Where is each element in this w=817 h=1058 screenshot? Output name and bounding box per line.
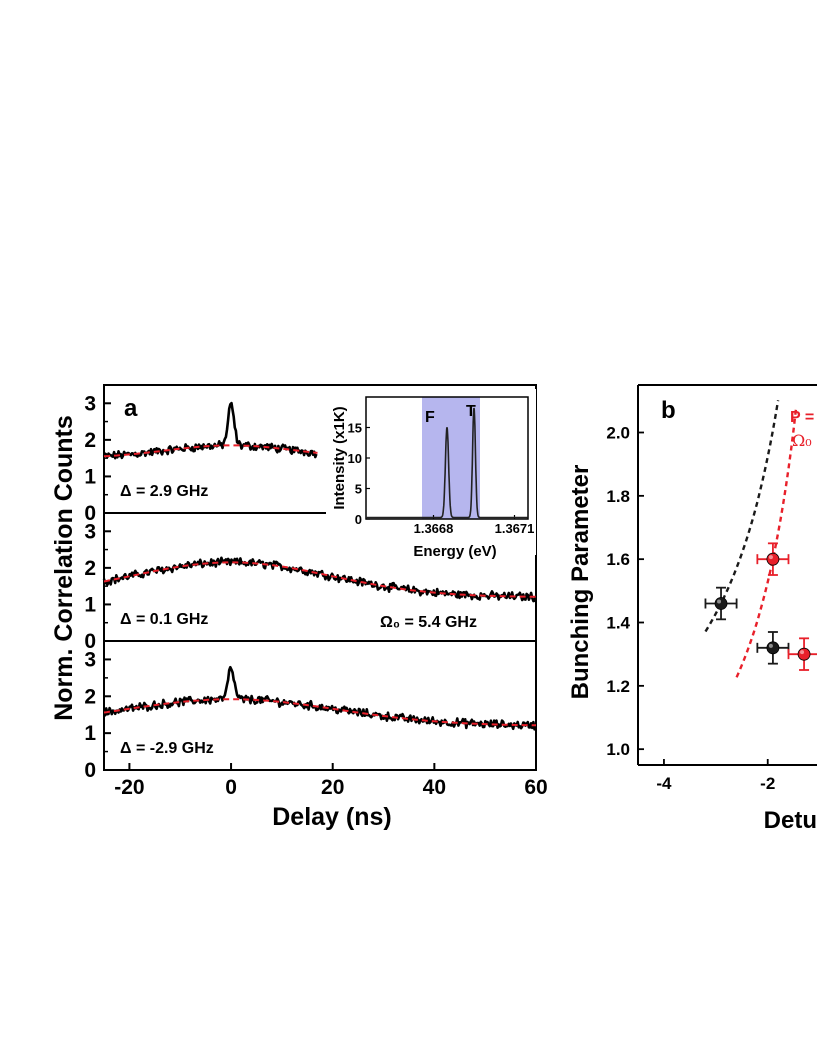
panel-b-legend-sub: Ω₀ <box>792 431 812 450</box>
marker-highlight <box>768 555 773 560</box>
ytick-label: 3 <box>84 392 96 415</box>
ytick-label: 1 <box>84 722 96 745</box>
inset-ytick-label: 5 <box>355 482 362 497</box>
b-point-black <box>756 631 790 665</box>
inset-xtick-label: 1.3668 <box>414 521 454 536</box>
ytick-label: 3 <box>84 648 96 671</box>
b-point-black <box>704 586 738 621</box>
inset-peak-T: T <box>466 403 476 420</box>
b-ytick-label: 1.8 <box>606 487 630 506</box>
ytick-label: 0 <box>84 630 96 653</box>
b-point-red <box>787 637 817 671</box>
ytick-label: 3 <box>84 520 96 543</box>
panel-a-xlabel: Delay (ns) <box>272 803 391 831</box>
ytick-label: 1 <box>84 465 96 488</box>
panel-b-letter: b <box>661 397 676 424</box>
detuning-label: Δ = 2.9 GHz <box>120 483 208 500</box>
fit-curve <box>103 561 537 598</box>
inset-ytick-label: 15 <box>348 421 362 436</box>
b-ytick-label: 1.0 <box>606 740 630 759</box>
subplot-1: 0 1 2 3 Δ = 0.1 GHz Ω₀ = 5.4 GHz <box>84 512 537 653</box>
xtick-label: 20 <box>321 776 344 799</box>
xtick-label: 60 <box>524 776 547 799</box>
ytick-label: 0 <box>84 502 96 525</box>
ytick-label: 2 <box>84 685 96 708</box>
panel-b-xlabel: Detu <box>764 807 817 834</box>
panel-a-xticks: -20 0 20 40 60 <box>114 763 548 799</box>
b-ytick-label: 1.4 <box>606 614 630 633</box>
b-ytick-label: 1.2 <box>606 677 630 696</box>
rabi-label: Ω₀ = 5.4 GHz <box>380 614 477 631</box>
ytick-label: 2 <box>84 557 96 580</box>
inset-ytick-label: 0 <box>355 512 362 527</box>
inset-shaded-band <box>422 397 480 519</box>
marker <box>766 641 780 655</box>
inset-spectrum <box>366 407 528 519</box>
panel-b-ylabel: Bunching Parameter <box>567 465 594 700</box>
marker-highlight <box>717 599 722 604</box>
subplot-frame <box>103 640 537 771</box>
panel-a-inset: 0 5 10 15 1.3668 1.3671 F T Energy (eV) Intensity… <box>326 389 536 560</box>
fit-curve <box>103 444 318 458</box>
b-fit-black <box>704 400 780 633</box>
marker-highlight <box>768 643 773 648</box>
ytick-label: 2 <box>84 429 96 452</box>
xtick-label: 40 <box>423 776 446 799</box>
inset-peak-F: F <box>425 409 435 426</box>
panel-a-letter: a <box>124 395 138 422</box>
panel-a-ylabel: Norm. Correlation Counts <box>50 415 78 721</box>
panel-b-plot: 1.0 1.2 1.4 1.6 1.8 2.0 -4 -2 <box>606 384 817 793</box>
marker <box>714 597 728 610</box>
panel-a: Norm. Correlation Counts Delay (ns) a 0 1… <box>50 384 548 831</box>
panel-b: Bunching Parameter Detu b P = Ω₀ 1.01.21… <box>567 384 817 834</box>
inset-xtick-label: 1.3671 <box>495 521 535 536</box>
b-xtick-label: -2 <box>760 774 775 793</box>
ytick-label: 1 <box>84 593 96 616</box>
panel-a-subplots: 0 1 2 3 Δ = 2.9 GHz 0 1 2 3 Δ = 0.1 GHz Ω₀ = 5.4 G… <box>84 384 537 782</box>
b-xtick-label: -4 <box>656 774 672 793</box>
data-trace <box>103 665 537 731</box>
ytick-label: 0 <box>84 759 96 782</box>
detuning-label: Δ = 0.1 GHz <box>120 611 208 628</box>
subplot-2: 0 1 2 3 Δ = -2.9 GHz <box>84 640 537 782</box>
marker <box>797 647 811 661</box>
fit-curve <box>103 698 536 727</box>
b-fit-red <box>735 406 798 678</box>
inset-ylabel: Intensity (x1K) <box>331 406 348 509</box>
b-ytick-label: 2.0 <box>606 424 630 443</box>
data-trace <box>102 401 318 460</box>
marker <box>766 552 780 566</box>
inset-xlabel: Energy (eV) <box>413 543 496 560</box>
marker-highlight <box>800 650 805 655</box>
xtick-label: 0 <box>225 776 237 799</box>
detuning-label: Δ = -2.9 GHz <box>120 740 214 757</box>
xtick-label: -20 <box>114 776 144 799</box>
b-ytick-label: 1.6 <box>606 550 630 569</box>
b-point-red <box>756 542 790 576</box>
inset-ytick-label: 10 <box>348 451 362 466</box>
